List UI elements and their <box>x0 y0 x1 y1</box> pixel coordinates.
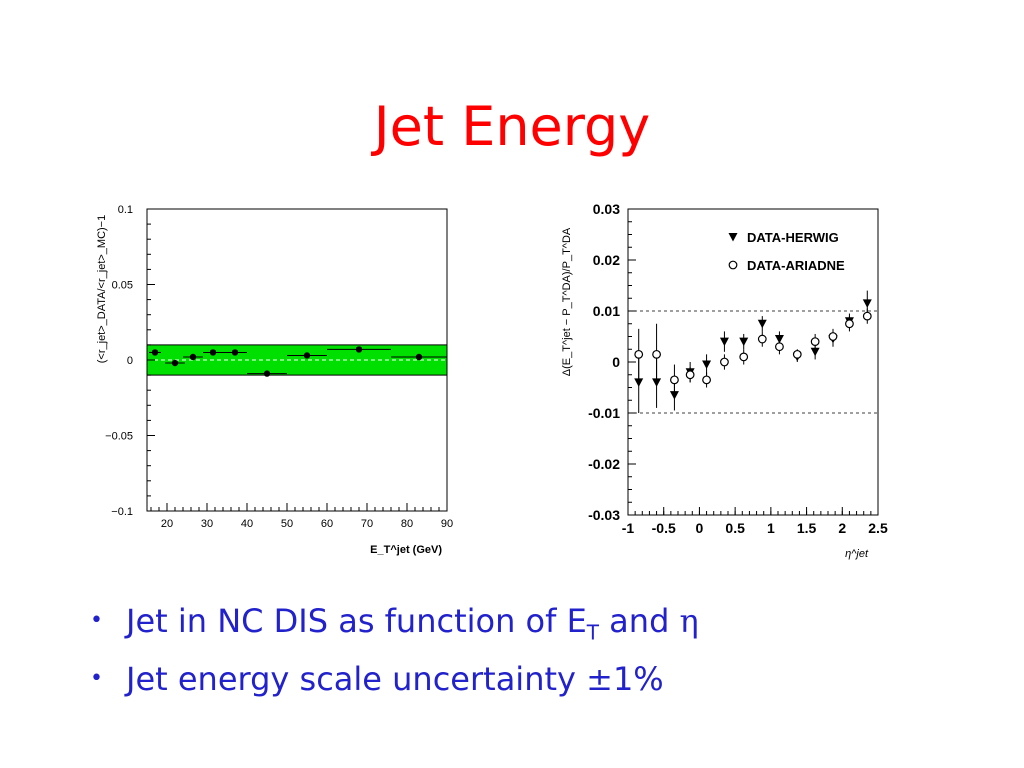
bullet-dot: • <box>90 608 103 633</box>
herwig-point <box>757 319 767 329</box>
bullet-item: • Jet in NC DIS as function of ET and η <box>90 598 699 656</box>
ariadne-point <box>739 352 749 362</box>
herwig-point <box>739 337 749 347</box>
ariadne-point <box>702 375 711 385</box>
legend-ariadne-label: DATA-ARIADNE <box>747 258 845 273</box>
x-axis-label: η^jet <box>845 548 869 560</box>
ariadne-point <box>685 370 695 380</box>
herwig-point <box>702 360 712 370</box>
herwig-point <box>719 337 729 347</box>
x-tick-label: 1.5 <box>797 520 817 536</box>
y-tick-label: 0.02 <box>593 252 620 268</box>
bullet-plusminus: ± <box>586 660 613 698</box>
y-tick-label: −0.1 <box>111 506 133 518</box>
x-tick-label: -0.5 <box>652 520 676 536</box>
data-point <box>263 370 271 377</box>
x-tick-label: 90 <box>441 518 453 530</box>
x-axis-label: E_T^jet (GeV) <box>370 544 442 556</box>
bullet-list: • Jet in NC DIS as function of ET and η … <box>90 598 699 714</box>
x-tick-label: 40 <box>241 518 253 530</box>
data-point <box>303 352 311 359</box>
y-tick-label: -0.02 <box>588 456 620 472</box>
ariadne-point <box>862 311 872 321</box>
legend-herwig-label: DATA-HERWIG <box>747 230 839 245</box>
herwig-point <box>810 347 820 357</box>
x-tick-label: 0 <box>696 520 704 536</box>
x-tick-label: 30 <box>201 518 213 530</box>
y-tick-label: 0.05 <box>112 280 133 292</box>
energy-ratio-chart: −0.1 −0.05 0 0.05 0.1 20 30 40 50 60 70 80 90 E_T^jet… <box>96 204 453 556</box>
ariadne-point <box>652 349 661 359</box>
ariadne-point <box>775 342 784 352</box>
x-tick-label: 2 <box>838 520 846 536</box>
plot-frame <box>627 208 879 516</box>
ariadne-point <box>634 349 644 359</box>
ariadne-point <box>757 334 767 344</box>
x-tick-label: 80 <box>401 518 413 530</box>
ariadne-point <box>670 375 679 385</box>
bullet-text: Jet in NC DIS as function of E <box>126 602 587 640</box>
data-point <box>171 359 179 367</box>
eta-dependence-chart: -0.03 -0.02 -0.01 0 0.01 0.02 0.03 -1 -0.5 0 0.5 1 1… <box>561 201 888 560</box>
x-tick-label: -1 <box>622 520 635 536</box>
y-tick-label: 0 <box>127 355 133 367</box>
ariadne-point <box>828 332 838 341</box>
bullet-subscript: T <box>586 620 599 645</box>
x-tick-label: 50 <box>281 518 293 530</box>
data-point <box>231 349 239 356</box>
bullet-dot: • <box>90 666 103 691</box>
bullet-text-post: 1% <box>612 660 664 698</box>
herwig-point <box>634 378 644 387</box>
y-tick-label: -0.03 <box>588 507 620 523</box>
data-point <box>209 349 217 356</box>
y-tick-label: −0.05 <box>105 431 133 443</box>
ariadne-point <box>720 357 729 367</box>
y-axis-label: (<r_jet>_DATA/<r_jet>_MC)−1 <box>96 215 108 363</box>
x-tick-label: 70 <box>361 518 373 530</box>
y-tick-label: -0.01 <box>588 405 620 421</box>
y-tick-label: 0.03 <box>593 201 620 217</box>
bullet-text: Jet energy scale uncertainty <box>126 660 587 698</box>
herwig-point <box>669 391 679 400</box>
ariadne-point <box>845 319 854 329</box>
bullet-item: • Jet energy scale uncertainty ±1% <box>90 656 699 714</box>
y-tick-label: 0.1 <box>118 204 133 216</box>
x-tick-label: 0.5 <box>725 520 745 536</box>
x-tick-label: 60 <box>321 518 333 530</box>
bullet-text-mid: and <box>599 602 680 640</box>
legend-ariadne-marker <box>728 260 738 270</box>
ariadne-point <box>792 349 802 359</box>
legend-herwig-marker <box>728 233 738 242</box>
x-tick-label: 2.5 <box>868 520 888 536</box>
slide-title: Jet Energy <box>373 95 651 158</box>
x-tick-label: 20 <box>161 518 173 530</box>
data-point <box>355 346 363 353</box>
herwig-point <box>862 299 872 308</box>
x-tick-label: 1 <box>767 520 775 536</box>
data-point <box>151 349 159 356</box>
y-axis-label: Δ(E_T^jet − P_T^DA)/P_T^DA <box>561 227 573 376</box>
y-tick-label: 0.01 <box>593 303 620 319</box>
data-point <box>415 353 423 361</box>
bullet-eta: η <box>679 602 699 640</box>
ariadne-point <box>810 337 820 347</box>
data-point <box>189 353 197 361</box>
y-tick-label: 0 <box>612 354 620 370</box>
